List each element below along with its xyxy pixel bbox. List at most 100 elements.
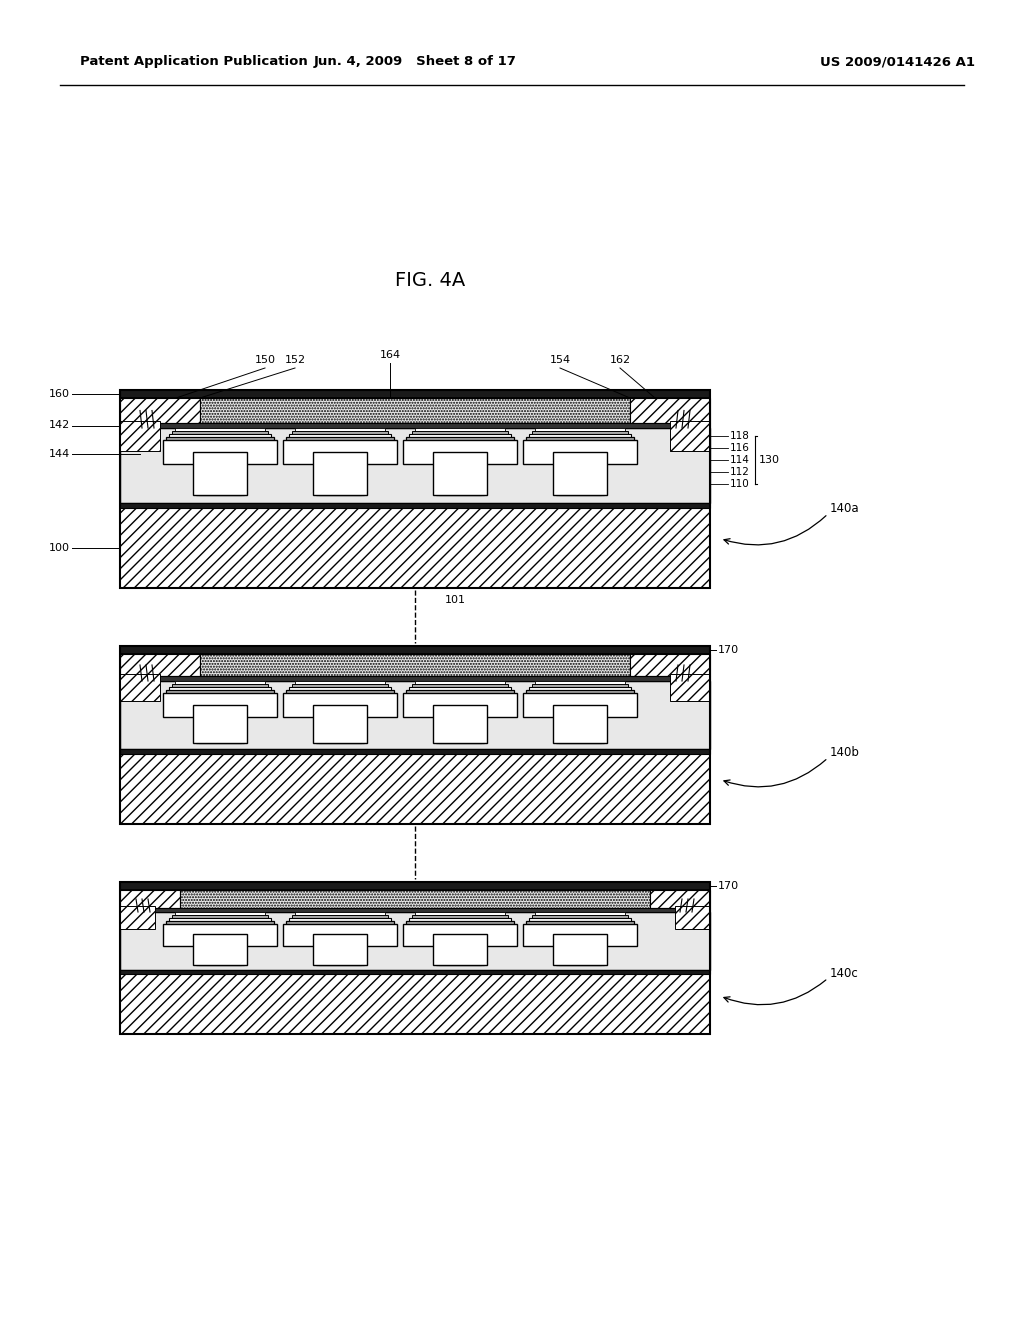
Bar (295, 428, 385, 440)
Bar (292, 432, 388, 446)
Bar (526, 921, 634, 940)
Bar (196, 449, 244, 495)
Bar (630, 653, 710, 676)
Text: 152: 152 (285, 355, 305, 366)
Bar (196, 931, 244, 965)
Bar (172, 915, 268, 928)
Bar (559, 446, 601, 495)
Bar (166, 437, 274, 458)
Bar (562, 925, 598, 965)
Bar (166, 921, 274, 940)
Bar (403, 440, 517, 465)
Text: 118: 118 (730, 432, 750, 441)
Bar (565, 693, 595, 743)
Bar (433, 935, 487, 965)
Bar (415, 428, 505, 440)
Bar (120, 681, 710, 748)
Bar (316, 702, 364, 743)
Bar (442, 696, 478, 743)
Bar (120, 645, 710, 824)
Bar (120, 399, 200, 422)
Text: 144: 144 (49, 449, 70, 459)
Bar (412, 915, 508, 928)
Bar (322, 925, 358, 965)
Bar (289, 434, 391, 451)
Bar (283, 440, 397, 465)
Bar (286, 437, 394, 458)
Bar (436, 449, 484, 495)
Bar (120, 754, 710, 824)
Bar (670, 675, 710, 701)
Bar (169, 434, 271, 451)
Bar (205, 693, 234, 743)
Bar (436, 931, 484, 965)
Bar (556, 931, 604, 965)
Bar (529, 434, 631, 451)
Bar (406, 921, 514, 940)
Bar (199, 928, 241, 965)
Bar (325, 921, 355, 965)
Bar (163, 440, 278, 465)
Bar (283, 924, 397, 946)
Bar (562, 696, 598, 743)
Bar (120, 970, 710, 974)
Bar (313, 935, 367, 965)
Bar (526, 690, 634, 711)
Bar (630, 399, 710, 422)
Text: 160: 160 (49, 389, 70, 399)
Bar (322, 696, 358, 743)
Bar (120, 675, 160, 701)
Bar (403, 693, 517, 717)
Bar (286, 690, 394, 711)
Bar (120, 882, 710, 1034)
Bar (415, 912, 505, 921)
Bar (202, 925, 238, 965)
Bar (120, 389, 710, 587)
Bar (436, 702, 484, 743)
Text: 142: 142 (49, 421, 70, 430)
Bar (193, 705, 247, 743)
Bar (196, 702, 244, 743)
Bar (120, 890, 180, 908)
Bar (120, 503, 710, 508)
Bar (120, 653, 200, 676)
Bar (535, 428, 625, 440)
Bar (295, 681, 385, 693)
Bar (553, 705, 607, 743)
Bar (120, 882, 710, 890)
Bar (565, 440, 595, 495)
Bar (169, 686, 271, 705)
Bar (556, 702, 604, 743)
Bar (415, 681, 505, 693)
Bar (325, 440, 355, 495)
Bar (559, 928, 601, 965)
Bar (523, 924, 637, 946)
Bar (169, 917, 271, 935)
Bar (193, 935, 247, 965)
Bar (163, 924, 278, 946)
Bar (292, 915, 388, 928)
Bar (166, 690, 274, 711)
Text: Jun. 4, 2009   Sheet 8 of 17: Jun. 4, 2009 Sheet 8 of 17 (313, 55, 516, 69)
Bar (532, 432, 628, 446)
Bar (120, 422, 710, 428)
Bar (163, 693, 278, 717)
Bar (562, 444, 598, 495)
Bar (295, 912, 385, 921)
Bar (403, 924, 517, 946)
Bar (120, 508, 710, 587)
Bar (205, 440, 234, 495)
Bar (120, 974, 710, 1034)
Bar (325, 693, 355, 743)
Text: 140a: 140a (830, 503, 859, 515)
Bar (319, 446, 361, 495)
Bar (193, 451, 247, 495)
Bar (553, 935, 607, 965)
Text: 110: 110 (730, 479, 750, 488)
Text: 150: 150 (255, 355, 275, 366)
Bar (289, 917, 391, 935)
Text: 154: 154 (550, 355, 570, 366)
Bar (316, 931, 364, 965)
Bar (319, 928, 361, 965)
Text: 101: 101 (444, 595, 466, 605)
